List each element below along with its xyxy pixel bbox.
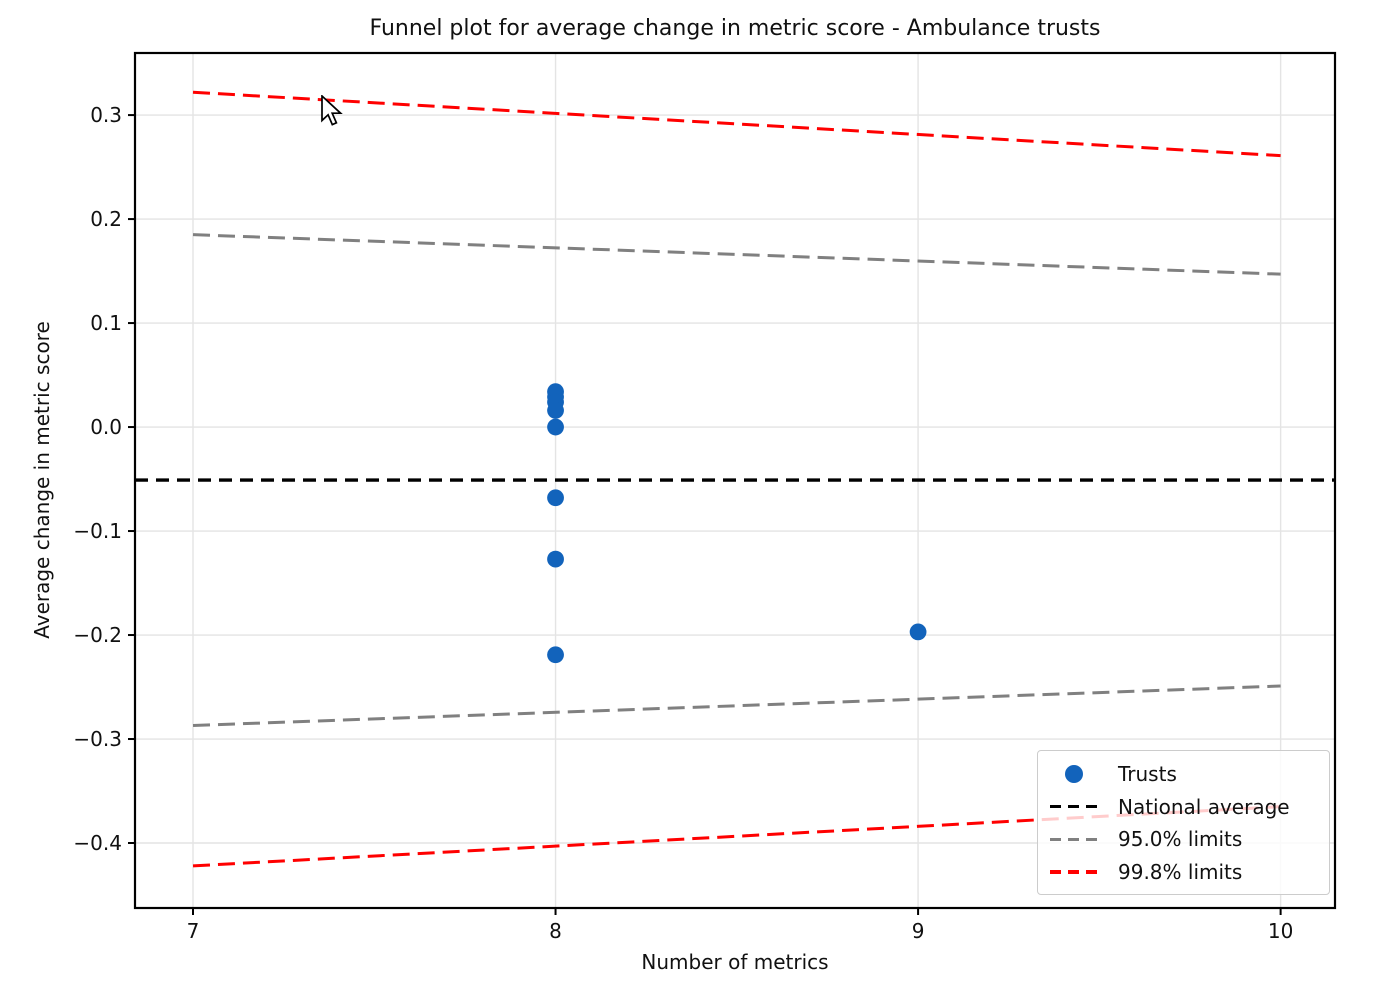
legend-item-99-8-limits: 99.8% limits <box>1050 856 1319 888</box>
y-tick-label: 0.3 <box>90 103 122 127</box>
legend-item-95-limits: 95.0% limits <box>1050 823 1319 855</box>
national-average-dash-icon <box>1050 804 1098 809</box>
x-tick-label: 10 <box>1268 919 1293 943</box>
legend-item-trusts: Trusts <box>1050 758 1319 790</box>
x-tick-label: 7 <box>187 919 200 943</box>
legend-label-95-limits: 95.0% limits <box>1118 827 1243 852</box>
y-axis-label: Average change in metric score <box>30 321 54 639</box>
scatter-point <box>547 489 564 507</box>
legend-label-99-8-limits: 99.8% limits <box>1118 859 1243 884</box>
limits-95-dash-icon <box>1050 837 1098 841</box>
scatter-point <box>547 418 564 436</box>
x-axis-label: Number of metrics <box>641 950 829 974</box>
axes-spines <box>133 51 1337 910</box>
y-tick-label: −0.3 <box>73 727 122 751</box>
legend-marker <box>1050 804 1098 809</box>
y-tick-label: −0.4 <box>73 831 122 855</box>
y-tick-label: 0.1 <box>90 311 122 335</box>
y-tick-label: 0.2 <box>90 207 122 231</box>
scatter-point <box>547 646 564 664</box>
x-tick-label: 8 <box>549 919 562 943</box>
legend-label-trusts: Trusts <box>1118 762 1177 786</box>
legend-item-national-average: National average <box>1050 791 1319 823</box>
limit-line-95-upper <box>192 233 1281 276</box>
chart-title: Funnel plot for average change in metric… <box>369 16 1101 41</box>
scatter-point <box>547 402 564 419</box>
scatter-point <box>909 623 927 641</box>
legend-label-national-average: National average <box>1118 794 1290 819</box>
x-tick-label: 9 <box>912 919 925 943</box>
limit-line-99-8-upper <box>192 90 1281 158</box>
limits-99-8-dash-icon <box>1050 870 1098 874</box>
limit-line-95-lower <box>192 684 1281 727</box>
mouse-cursor-icon <box>321 95 343 126</box>
legend-marker <box>1050 870 1098 874</box>
y-tick-label: 0.0 <box>90 415 122 439</box>
trusts-dot-icon <box>1065 765 1083 783</box>
y-tick-label: −0.2 <box>73 623 122 647</box>
legend-marker <box>1050 837 1098 841</box>
legend-marker <box>1050 765 1098 783</box>
y-tick-label: −0.1 <box>73 519 122 543</box>
scatter-point <box>547 550 564 568</box>
legend-box: Trusts National average 95.0% limits 99.… <box>1037 750 1330 895</box>
